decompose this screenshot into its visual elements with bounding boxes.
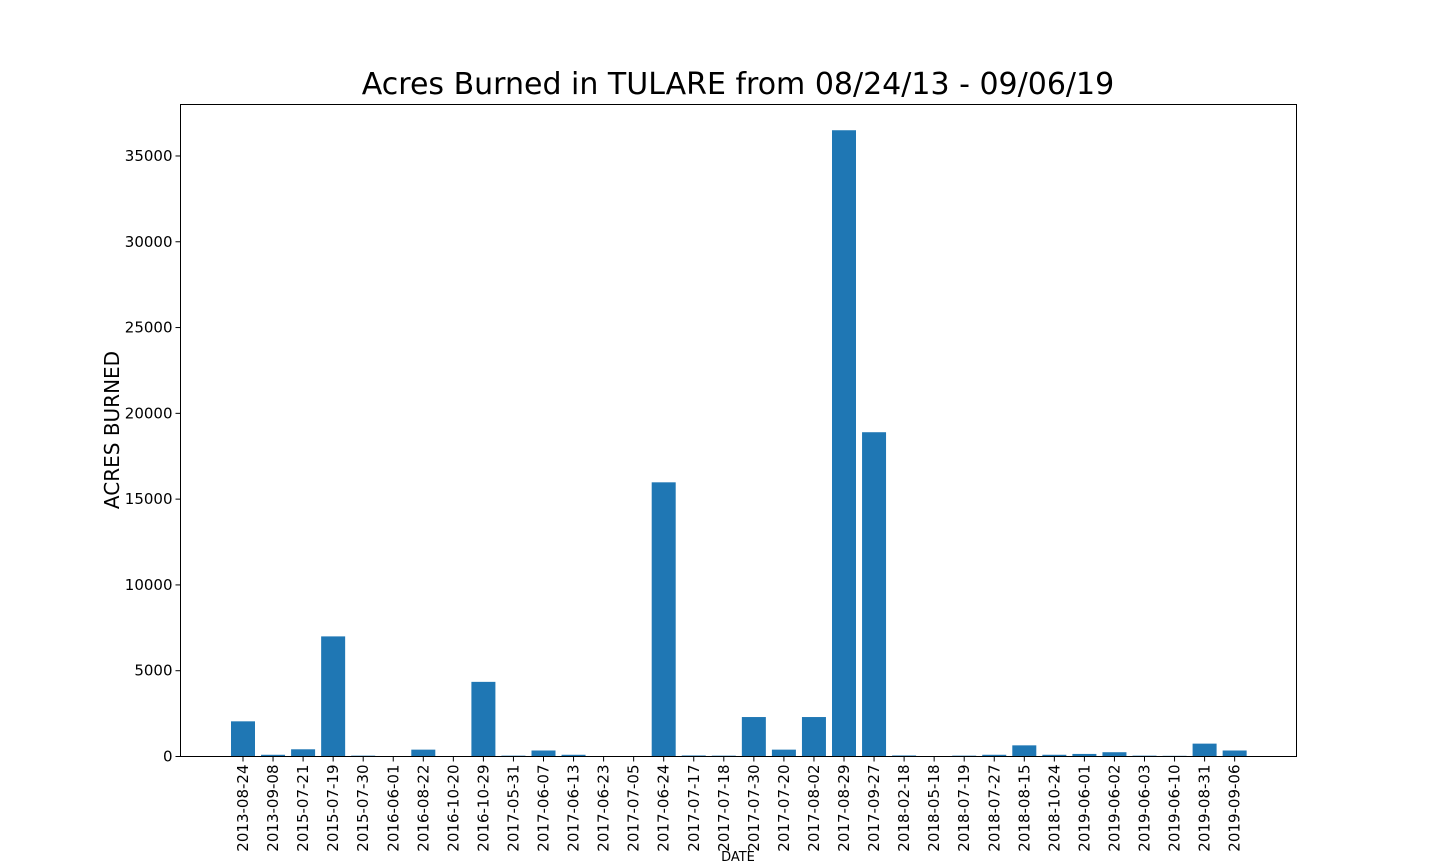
x-tick-label: 2017-06-07 bbox=[535, 765, 553, 852]
y-tick-label: 30000 bbox=[125, 233, 173, 251]
x-tick-label: 2017-06-24 bbox=[655, 765, 673, 852]
x-tick-label: 2017-07-30 bbox=[745, 765, 763, 852]
x-tick-label: 2017-07-05 bbox=[625, 765, 643, 852]
bar bbox=[261, 754, 286, 757]
y-tick-label: 35000 bbox=[125, 147, 173, 165]
bar bbox=[982, 754, 1007, 757]
bar bbox=[471, 681, 496, 757]
x-tick-label: 2019-08-31 bbox=[1196, 765, 1214, 852]
x-tick-label: 2016-10-29 bbox=[474, 765, 492, 852]
bars-group bbox=[231, 130, 1247, 757]
x-tick-label: 2019-06-01 bbox=[1075, 765, 1093, 852]
y-tick-label: 5000 bbox=[134, 662, 172, 680]
x-tick-label: 2017-08-02 bbox=[805, 765, 823, 852]
bar bbox=[1072, 753, 1097, 757]
x-tick-label: 2017-09-27 bbox=[865, 765, 883, 852]
bar bbox=[531, 750, 556, 757]
bar bbox=[1222, 750, 1247, 757]
bar bbox=[321, 636, 346, 757]
chart-title: Acres Burned in TULARE from 08/24/13 - 0… bbox=[362, 67, 1114, 102]
x-tick-label: 2015-07-30 bbox=[354, 765, 372, 852]
x-ticks-group: 2013-08-24 2013-09-08 2015-07-21 2015-07-19… bbox=[234, 756, 1244, 852]
bar bbox=[892, 755, 917, 757]
x-tick-label: 2017-06-13 bbox=[565, 765, 583, 852]
bar bbox=[771, 749, 796, 757]
x-tick-label: 2016-08-22 bbox=[414, 765, 432, 852]
y-tick-label: 10000 bbox=[125, 576, 173, 594]
x-tick-label: 2016-10-20 bbox=[444, 765, 462, 852]
y-tick-label: 15000 bbox=[125, 490, 173, 508]
y-axis-label: ACRES BURNED bbox=[100, 351, 124, 509]
bar bbox=[801, 717, 826, 757]
x-tick-label: 2018-02-18 bbox=[895, 765, 913, 852]
bar bbox=[651, 482, 676, 757]
bar bbox=[1192, 743, 1217, 757]
x-tick-label: 2019-06-10 bbox=[1166, 765, 1184, 852]
x-tick-label: 2019-06-02 bbox=[1105, 765, 1123, 852]
x-tick-label: 2017-06-23 bbox=[595, 765, 613, 852]
y-tick-label: 20000 bbox=[125, 404, 173, 422]
x-tick-label: 2015-07-21 bbox=[294, 765, 312, 852]
x-tick-label: 2017-05-31 bbox=[504, 765, 522, 852]
x-tick-label: 2016-06-01 bbox=[384, 765, 402, 852]
bar bbox=[231, 721, 255, 757]
plot-frame bbox=[180, 104, 1297, 757]
bar bbox=[832, 130, 856, 757]
bar bbox=[1012, 745, 1037, 757]
x-tick-label: 2017-08-29 bbox=[835, 765, 853, 852]
bar bbox=[681, 755, 706, 757]
x-axis-label: DATE bbox=[721, 850, 755, 864]
y-tick-label: 0 bbox=[163, 748, 173, 766]
x-tick-label: 2019-09-06 bbox=[1226, 765, 1244, 852]
x-tick-label: 2019-06-03 bbox=[1136, 765, 1154, 852]
x-tick-label: 2018-07-27 bbox=[985, 765, 1003, 852]
bar bbox=[561, 754, 586, 757]
x-tick-label: 2013-08-24 bbox=[234, 765, 252, 852]
x-tick-label: 2018-05-18 bbox=[925, 765, 943, 852]
bar bbox=[291, 749, 316, 757]
y-tick-label: 25000 bbox=[125, 319, 173, 337]
x-tick-label: 2017-07-18 bbox=[715, 765, 733, 852]
x-tick-label: 2017-07-20 bbox=[775, 765, 793, 852]
x-tick-label: 2018-08-15 bbox=[1015, 765, 1033, 852]
bar bbox=[862, 432, 887, 757]
x-tick-label: 2017-07-17 bbox=[685, 765, 703, 852]
x-tick-label: 2018-07-19 bbox=[955, 765, 973, 852]
y-ticks-group: 0 5000 10000 15000 20000 25000 30000 35000 bbox=[125, 147, 181, 766]
x-tick-label: 2015-07-19 bbox=[324, 765, 342, 852]
bar bbox=[1042, 754, 1067, 757]
x-tick-label: 2018-10-24 bbox=[1045, 765, 1063, 852]
bar bbox=[411, 749, 436, 757]
x-tick-label: 2013-09-08 bbox=[264, 765, 282, 852]
bar bbox=[1102, 752, 1127, 757]
bar bbox=[741, 717, 766, 757]
